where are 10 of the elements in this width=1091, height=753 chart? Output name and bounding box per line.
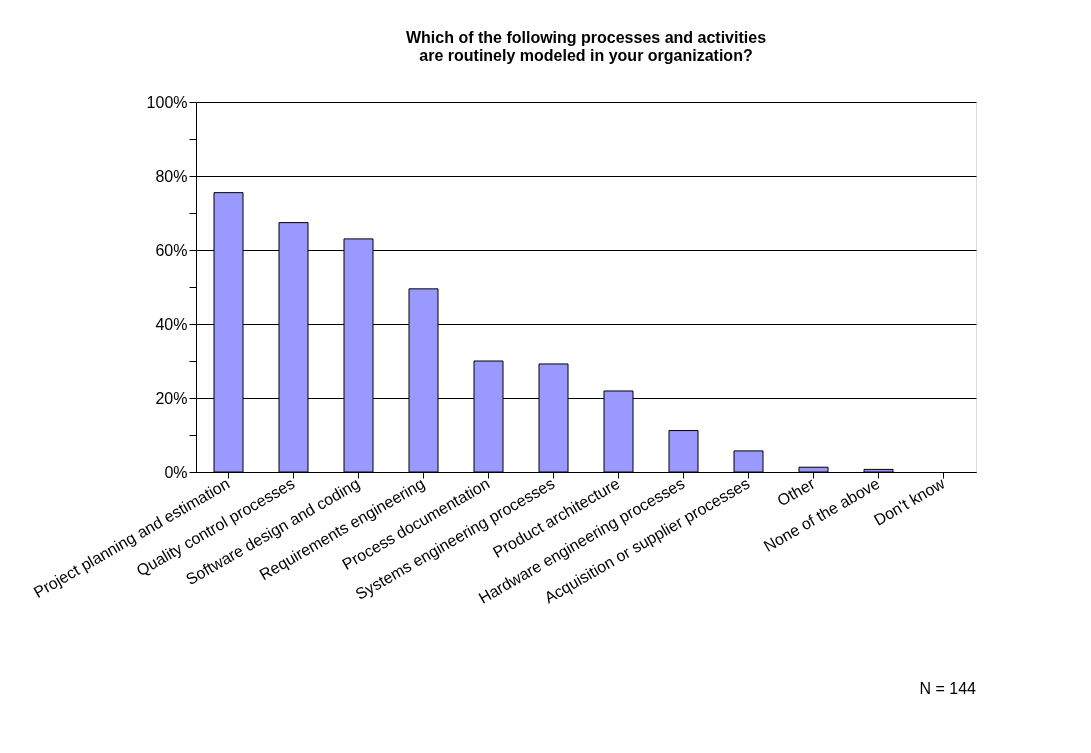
text: are routinely modeled in your organization? (419, 47, 753, 64)
y-tick-label: 20% (155, 389, 188, 407)
y-tick-label: 100% (146, 93, 188, 111)
y-tick-label: 40% (155, 315, 188, 333)
text: Which of the following processes and activities (405, 29, 767, 46)
text: N = 144 (919, 680, 977, 697)
x-tick-label: Other (774, 474, 819, 510)
y-tick-label: 80% (155, 167, 188, 185)
y-tick-label: 60% (155, 241, 188, 259)
y-tick-label: 0% (164, 463, 188, 481)
